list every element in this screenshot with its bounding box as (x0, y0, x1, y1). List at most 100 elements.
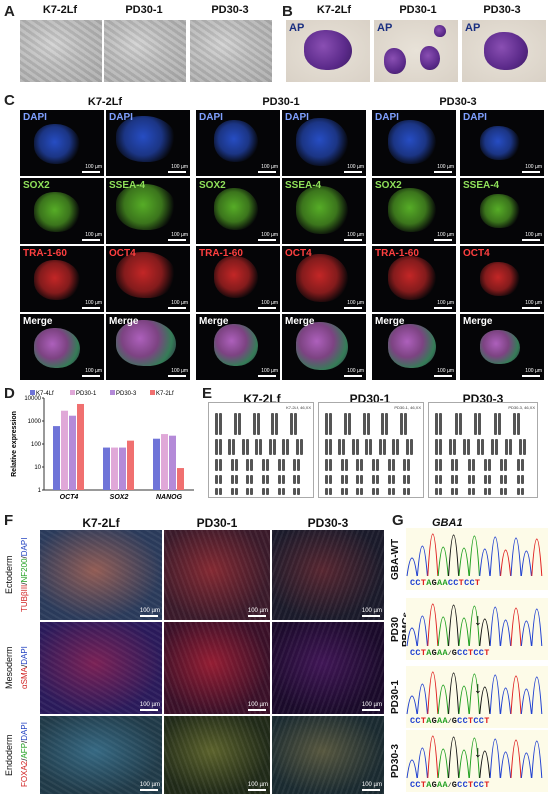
trace-peak (406, 557, 418, 577)
scale-bar (362, 789, 380, 791)
chromosome (246, 475, 250, 484)
chromosome (378, 439, 382, 455)
trace-peak (437, 748, 449, 779)
scale-bar (82, 307, 100, 309)
trace-svg (406, 533, 543, 577)
ap-stain-image-k7: AP (286, 20, 370, 82)
scale-bar (82, 239, 100, 241)
stain-label: TRA-1-60 (199, 248, 243, 259)
trace-peak (520, 688, 532, 715)
ap-label: AP (465, 22, 481, 34)
scale-bar-label: 100 µm (525, 368, 542, 374)
chromatogram: CCTAGAACCTCCT (406, 528, 548, 590)
trace-label: PD30-1 (390, 680, 401, 714)
chromosome (382, 439, 386, 455)
trilineage-image: 100 µm (164, 716, 270, 794)
chromosome (391, 459, 395, 471)
chromosome (246, 459, 250, 471)
chromosome (329, 488, 332, 495)
panel-a-title-2: PD30-1 (125, 4, 163, 16)
scale-bar (140, 789, 158, 791)
chromosome (403, 459, 407, 471)
scale-bar-label: 100 µm (261, 232, 278, 238)
stain-a: TUBβIII (20, 584, 29, 613)
panel-label-c: C (4, 92, 15, 109)
trace-peak (489, 738, 501, 779)
chromosome (471, 488, 475, 495)
legend-label: K7-2Lf (156, 391, 174, 397)
chromosome (215, 413, 218, 435)
panel-label-b: B (282, 3, 293, 20)
y-tick-label: 100 (31, 442, 42, 448)
trace-peak (437, 546, 449, 577)
scale-bar-label: 100 µm (247, 782, 268, 788)
scale-bar (522, 375, 540, 377)
chromosome (297, 488, 301, 495)
if-image: TRA-1-60 100 µm (372, 246, 456, 312)
trace-peak (448, 736, 460, 779)
trace-peak (489, 606, 501, 647)
stain-label: DAPI (109, 112, 133, 123)
if-image: SOX2 100 µm (20, 178, 104, 244)
trace-peak (468, 535, 480, 577)
legend-swatch (30, 390, 35, 395)
brightfield-image-pd30-3 (190, 20, 272, 82)
scale-bar-label: 100 µm (361, 608, 382, 614)
trace-peak (416, 747, 428, 779)
chromosome (439, 459, 442, 471)
chromosome (299, 439, 303, 455)
chromosome (467, 488, 471, 495)
legend-swatch (70, 390, 75, 395)
chromosome (387, 488, 391, 495)
trilineage-image: 100 µm (164, 622, 270, 714)
chromosome (467, 459, 471, 471)
stain-label: SSEA-4 (109, 180, 146, 191)
bar (103, 447, 110, 490)
chromosome (356, 488, 360, 495)
scale-bar-label: 100 µm (347, 300, 364, 306)
chromosome (407, 475, 411, 484)
panel-b-title-2: PD30-1 (399, 4, 437, 16)
y-tick-label: 10000 (24, 396, 41, 402)
scale-bar (140, 709, 158, 711)
trace-peak (531, 538, 543, 577)
chromosome (219, 488, 222, 495)
chromosome (360, 459, 364, 471)
chromosome (325, 459, 328, 471)
legend-label: PD30-1 (76, 391, 97, 397)
chromosome (219, 413, 222, 435)
stain-label: SOX2 (199, 180, 226, 191)
chromosome (372, 459, 375, 471)
panel-c-title-1: K7-2Lf (87, 96, 123, 108)
trilineage-image: 100 µm (164, 530, 270, 620)
chromosome (262, 459, 265, 471)
chromosome (435, 488, 438, 495)
scale-bar (168, 375, 186, 377)
germ-layer-label: Mesoderm (4, 646, 14, 690)
chromosome (255, 439, 259, 455)
trace-peak (406, 627, 418, 647)
chromosome (234, 475, 238, 484)
if-image: OCT4 100 µm (460, 246, 544, 312)
chromosome (325, 413, 328, 435)
chromosome (385, 413, 389, 435)
arrow-down-icon: ↓ (474, 744, 482, 761)
karyotype-label: K7-2Lf, 46,XX (286, 405, 311, 410)
trace-svg (406, 603, 543, 647)
scale-bar-label: 100 µm (85, 368, 102, 374)
scale-bar-label: 100 µm (361, 782, 382, 788)
stain-label: Merge (199, 316, 229, 327)
category-label: OCT4 (60, 494, 79, 501)
stain-label: OCT4 (109, 248, 136, 259)
trace-svg (406, 671, 543, 715)
chromosome (340, 488, 344, 495)
scale-bar (248, 615, 266, 617)
stain-a: FOXA2 (20, 761, 29, 788)
chromosome (344, 475, 348, 484)
chromosome (271, 413, 275, 435)
chromosome (500, 459, 504, 471)
chromosome (520, 488, 524, 495)
ap-stain-image-pd30-1: AP (374, 20, 458, 82)
scale-bar (362, 615, 380, 617)
chromosome (403, 488, 407, 495)
